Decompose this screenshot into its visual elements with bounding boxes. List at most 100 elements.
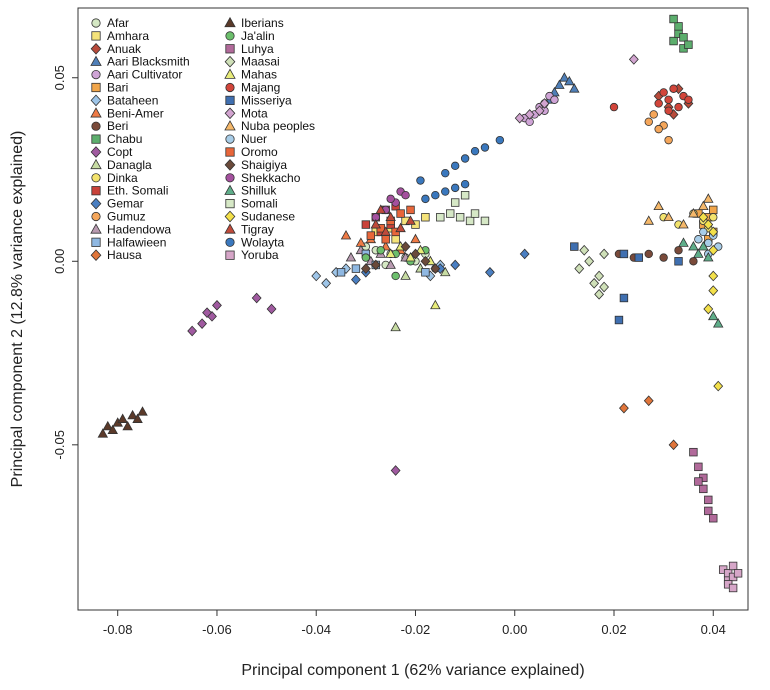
data-point	[554, 79, 565, 89]
legend-marker	[225, 173, 235, 183]
legend-marker	[224, 68, 236, 79]
legend-label: Dinka	[107, 171, 138, 185]
data-point	[708, 244, 719, 256]
data-point	[644, 117, 653, 126]
data-point	[465, 216, 475, 226]
data-point	[450, 198, 460, 207]
legend-marker	[224, 223, 236, 234]
data-point	[689, 257, 698, 266]
legend-marker	[91, 31, 101, 41]
x-tick-label: -0.02	[401, 622, 431, 637]
data-point	[519, 248, 530, 260]
data-point	[664, 135, 673, 145]
data-point	[132, 413, 143, 423]
legend-label: Aari Blacksmith	[107, 55, 190, 69]
legend-label: Gumuz	[107, 210, 146, 224]
legend-label: Shekkacho	[241, 171, 301, 185]
axis-ticks: -0.08 -0.06 -0.04 -0.02 0.00 0.02 0.04 0.05 0.00…	[52, 65, 726, 637]
data-point	[663, 211, 674, 222]
legend-label: Afar	[107, 16, 129, 30]
legend-marker	[224, 159, 236, 171]
legend-label: Luhya	[241, 42, 274, 56]
data-point	[410, 248, 421, 260]
data-point	[653, 200, 664, 211]
legend-label: Shaigiya	[241, 158, 287, 172]
x-tick-label: 0.00	[502, 622, 527, 637]
legend-marker	[224, 210, 236, 223]
legend-marker	[225, 250, 235, 260]
data-point	[599, 248, 609, 260]
data-point	[480, 143, 490, 152]
x-tick-label: -0.04	[301, 622, 331, 637]
x-tick-label: 0.02	[601, 622, 626, 637]
plot-frame	[77, 7, 749, 611]
data-point	[643, 395, 654, 407]
data-point	[643, 215, 654, 225]
legend-marker	[90, 146, 102, 158]
data-point	[345, 252, 357, 262]
data-point	[709, 205, 718, 215]
data-point	[570, 242, 579, 251]
data-point	[385, 259, 396, 269]
data-point	[699, 227, 708, 237]
data-point	[678, 237, 689, 247]
data-point	[689, 447, 698, 457]
data-point	[420, 255, 431, 267]
data-point	[430, 263, 441, 274]
data-point	[619, 293, 629, 303]
legend-label: Misseriya	[241, 93, 292, 107]
legend-marker	[90, 94, 102, 107]
legend-label: Tigray	[241, 222, 274, 236]
data-point	[594, 270, 605, 282]
data-point	[693, 248, 704, 258]
legend-marker	[225, 147, 235, 157]
data-point	[669, 14, 678, 24]
legend-label: Oromo	[241, 145, 278, 159]
data-point	[187, 325, 198, 337]
data-point	[202, 307, 212, 319]
data-point	[619, 249, 629, 259]
data-point	[376, 246, 385, 255]
legend-label: Anuak	[107, 42, 142, 56]
legend-label: Gemar	[107, 197, 144, 211]
data-point	[436, 213, 445, 222]
legend-label: Eth. Somali	[107, 184, 168, 198]
legend-marker	[91, 173, 101, 183]
legend-marker	[224, 107, 236, 120]
legend-label: Danagla	[107, 158, 152, 172]
data-point	[137, 406, 148, 416]
data-point	[470, 146, 480, 156]
legend-marker	[224, 184, 236, 195]
data-point	[405, 252, 416, 262]
data-point	[574, 263, 585, 274]
data-point	[708, 310, 719, 321]
legend-marker	[91, 70, 101, 80]
data-point	[102, 420, 114, 431]
data-point	[321, 277, 332, 289]
legend-marker	[90, 42, 102, 55]
data-point	[699, 484, 708, 494]
y-tick-label: 0.00	[52, 249, 67, 274]
data-point	[708, 285, 719, 296]
data-point	[410, 233, 421, 244]
data-point	[380, 226, 391, 236]
data-point	[733, 569, 743, 578]
data-point	[569, 83, 580, 93]
data-point	[704, 506, 713, 516]
data-point	[550, 95, 559, 104]
data-point	[594, 288, 605, 300]
legend-marker	[90, 107, 102, 118]
legend-marker	[90, 55, 102, 66]
data-point	[197, 318, 207, 330]
data-point	[336, 268, 346, 277]
data-point	[694, 235, 703, 244]
data-point	[628, 54, 639, 65]
data-point	[351, 264, 361, 273]
legend-marker	[90, 249, 102, 262]
data-point	[460, 154, 470, 163]
data-point	[534, 105, 545, 117]
data-point	[728, 583, 738, 593]
data-point	[674, 102, 683, 112]
